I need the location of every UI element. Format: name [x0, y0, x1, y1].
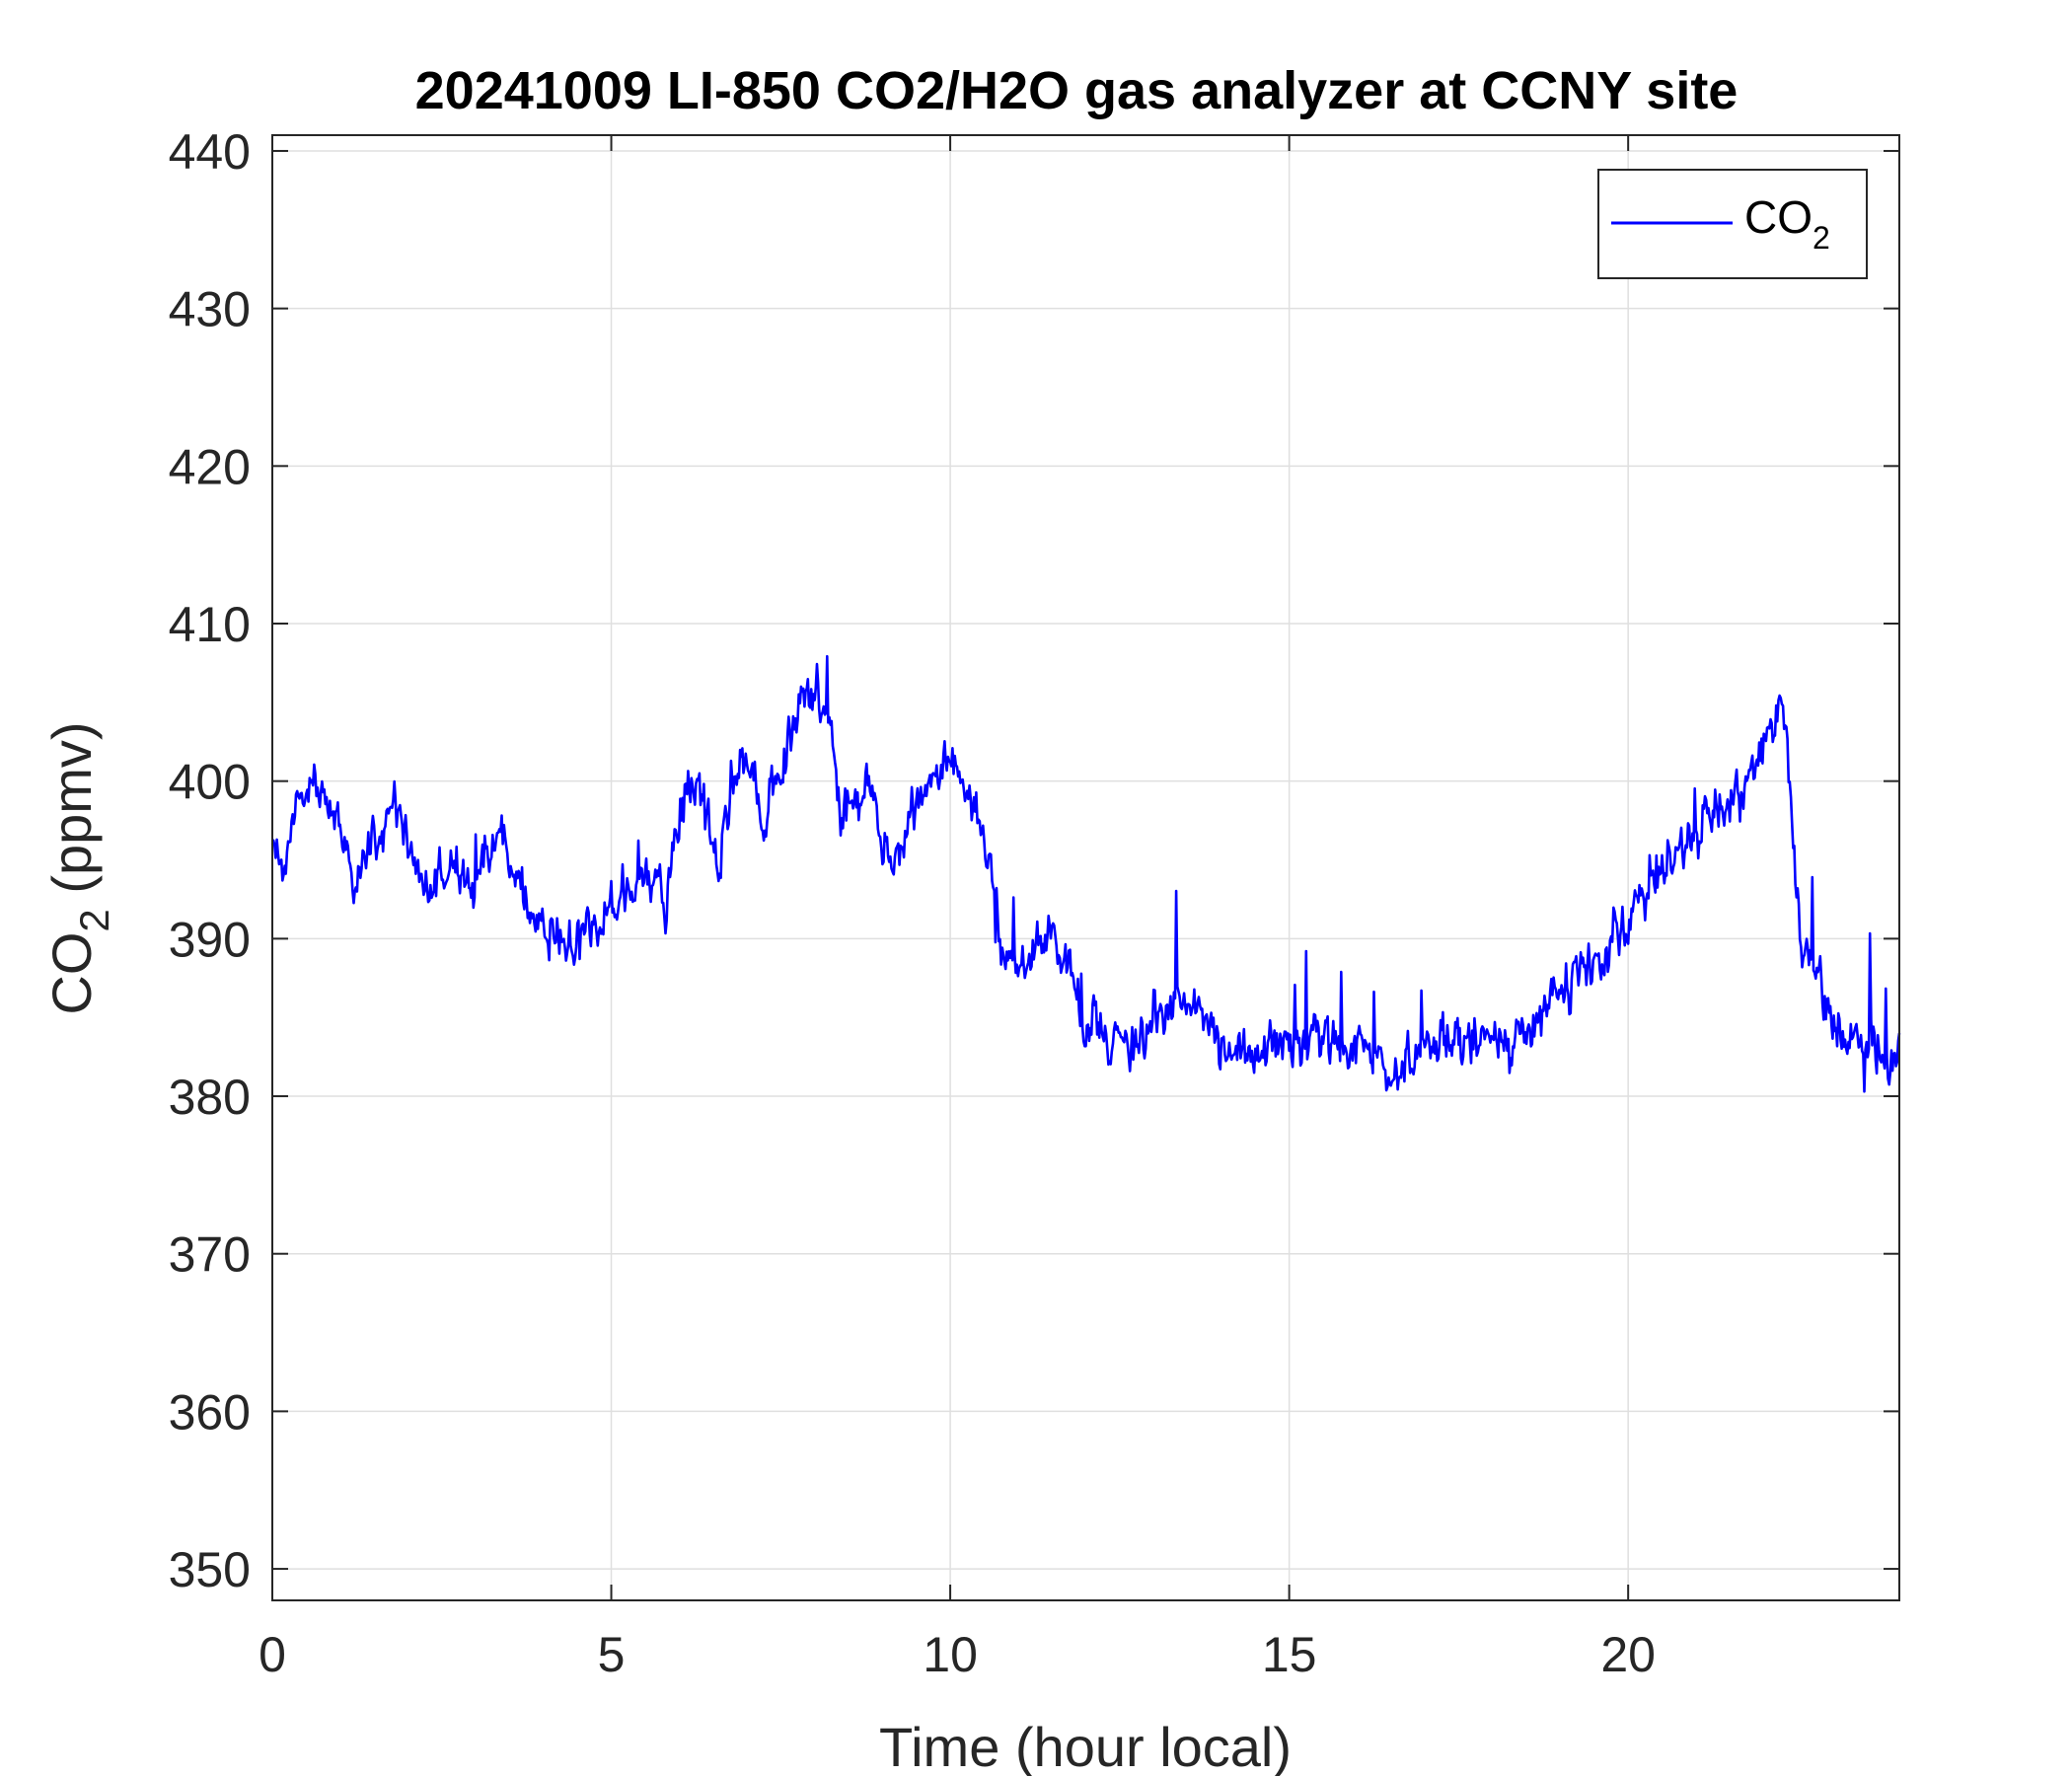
plot-frame — [271, 134, 1900, 1601]
y-tick-label: 390 — [169, 912, 251, 967]
y-tick-label: 350 — [169, 1542, 251, 1597]
grid — [271, 135, 1899, 1600]
y-tick-label: 440 — [169, 124, 251, 180]
series-line-co2 — [270, 654, 1901, 1093]
y-tick-label: 370 — [169, 1227, 251, 1283]
legend: CO2 — [1597, 169, 1868, 279]
legend-label-co2: CO2 — [1744, 191, 1830, 256]
series-group — [270, 654, 1901, 1093]
x-tick-label: 20 — [1600, 1627, 1656, 1682]
x-tick-label: 10 — [923, 1627, 978, 1682]
y-tick-labels: 350 360 370 380 390 400 410 420 430 440 — [169, 124, 251, 1597]
y-tick-label: 380 — [169, 1070, 251, 1125]
x-tick-label: 0 — [259, 1627, 286, 1682]
x-tick-label: 5 — [598, 1627, 626, 1682]
y-tick-label: 400 — [169, 755, 251, 810]
chart-title: 20241009 LI-850 CO2/H2O gas analyzer at … — [415, 61, 1739, 120]
y-axis-label: CO2 (ppmv) — [40, 721, 117, 1014]
x-axis-label: Time (hour local) — [879, 1716, 1292, 1776]
y-tick-label: 420 — [169, 439, 251, 494]
x-tick-labels: 0 5 10 15 20 — [259, 1627, 1656, 1682]
y-tick-label: 430 — [169, 282, 251, 337]
tick-marks — [271, 135, 1899, 1600]
y-tick-label: 410 — [169, 597, 251, 652]
x-tick-label: 15 — [1262, 1627, 1317, 1682]
y-tick-label: 360 — [169, 1384, 251, 1440]
